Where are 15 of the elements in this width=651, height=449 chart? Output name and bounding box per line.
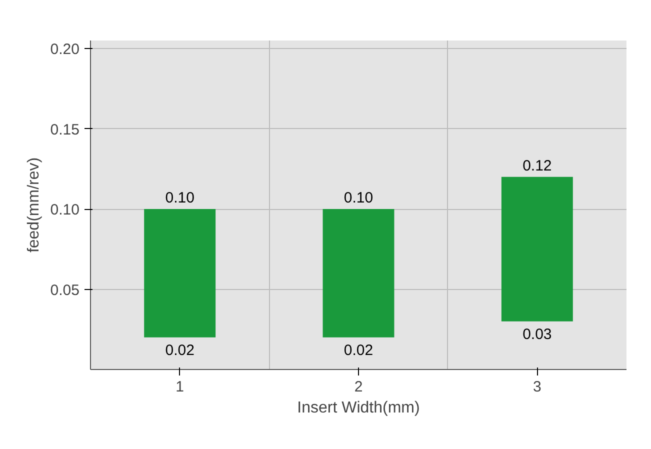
annotation: 0.02 [344,342,374,359]
x-tick-label: 3 [532,378,542,396]
x-axis-title: Insert Width(mm) [297,400,420,416]
y-tick-label: 0.15 [50,121,80,138]
y-axis-title: feed(mm/rev) [25,157,42,253]
y-tick-label: 0.20 [50,41,80,58]
annotation: 0.12 [522,157,552,174]
x-tick-label: 1 [176,378,184,396]
annotation: 0.02 [165,342,194,359]
y-tick-label: 0.10 [50,202,80,219]
annotation: 0.03 [522,326,552,343]
annotation: 0.10 [165,190,194,207]
y-tick-label: 0.05 [50,282,80,299]
annotation: 0.10 [344,190,374,207]
x-tick-label: 2 [354,378,363,396]
